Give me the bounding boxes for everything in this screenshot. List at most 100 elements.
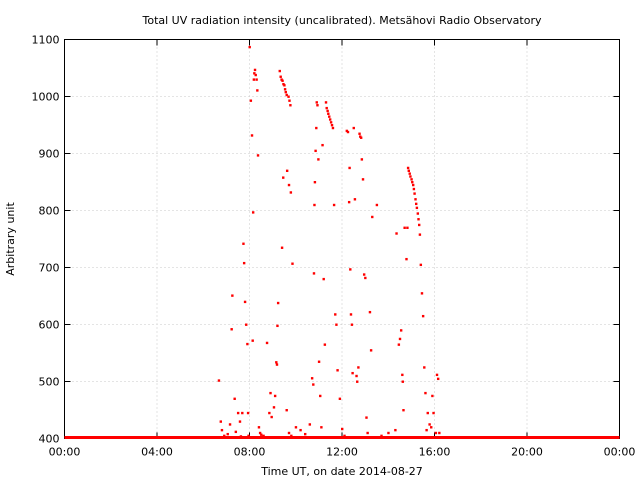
data-point (352, 126, 355, 130)
x-tick-label: 16:00 (419, 446, 451, 459)
data-point (371, 215, 374, 219)
data-point (369, 349, 373, 352)
chart-title: Total UV radiation intensity (uncalibrat… (142, 14, 542, 27)
data-point (387, 431, 390, 435)
data-point (336, 369, 339, 372)
data-point (351, 371, 354, 375)
y-tick-label: 800 (39, 205, 60, 218)
data-point (438, 431, 441, 435)
data-point (276, 324, 279, 328)
data-points (64, 45, 620, 439)
data-point (285, 409, 288, 412)
data-point (291, 262, 294, 265)
data-point (418, 223, 421, 227)
data-point (275, 363, 279, 366)
data-point (343, 434, 346, 438)
data-point (416, 212, 420, 215)
data-point (397, 343, 401, 346)
data-point (355, 374, 358, 378)
grid (64, 39, 620, 439)
data-point (230, 328, 233, 331)
data-point (254, 73, 257, 77)
y-axis-label: Arbitrary unit (4, 202, 17, 276)
data-point (251, 211, 255, 214)
data-point (251, 339, 254, 342)
data-point (246, 342, 249, 346)
data-point (279, 75, 282, 78)
data-point (364, 276, 367, 280)
data-point (280, 246, 284, 249)
data-point (275, 361, 278, 364)
data-point (323, 343, 327, 346)
data-point (401, 380, 404, 383)
data-point (246, 411, 250, 415)
data-point (335, 323, 338, 326)
data-point (256, 154, 260, 157)
data-point (436, 377, 440, 381)
data-point (324, 101, 328, 104)
data-point (402, 409, 405, 412)
data-point (241, 411, 244, 415)
data-point (326, 109, 329, 113)
data-point (359, 136, 363, 139)
data-point (321, 143, 324, 147)
data-point (289, 191, 293, 194)
data-point (294, 426, 298, 429)
data-point (314, 149, 317, 153)
data-point (269, 391, 272, 395)
data-point (406, 166, 410, 170)
y-tick-label: 1000 (32, 91, 60, 104)
data-point (313, 203, 316, 207)
data-point (347, 200, 351, 204)
data-point (285, 169, 289, 172)
y-tick-label: 1100 (32, 34, 60, 47)
data-point (238, 420, 242, 423)
data-point (408, 172, 411, 175)
data-point (418, 233, 422, 236)
x-tick-label: 08:00 (234, 446, 266, 459)
data-point (233, 397, 236, 400)
data-point (258, 431, 262, 435)
x-axis-label: Time UT, on date 2014-08-27 (260, 465, 423, 478)
data-point (394, 428, 397, 432)
data-point (253, 68, 257, 72)
data-point (308, 423, 312, 426)
data-point (330, 124, 334, 127)
data-point (242, 261, 246, 265)
data-point (317, 360, 321, 363)
data-point (366, 431, 369, 435)
data-point (268, 411, 271, 415)
data-point (417, 218, 420, 221)
data-point (234, 430, 238, 434)
data-point (250, 134, 254, 137)
data-point (239, 435, 243, 438)
data-point (252, 78, 256, 81)
data-point (289, 104, 292, 107)
data-point (247, 434, 250, 438)
data-point (285, 93, 288, 97)
data-point (317, 158, 320, 161)
data-point (219, 420, 222, 423)
data-point (245, 323, 248, 326)
data-point (434, 431, 438, 435)
data-point (299, 428, 302, 432)
data-point (425, 428, 428, 432)
data-point (265, 341, 269, 345)
data-point (315, 126, 318, 130)
data-point (360, 158, 364, 161)
data-point (243, 300, 247, 304)
data-point (313, 181, 317, 184)
data-point (401, 373, 404, 377)
data-point (287, 95, 290, 98)
x-tick-label: 00:00 (604, 446, 636, 459)
data-point (346, 130, 350, 134)
data-point (332, 203, 336, 207)
data-point (220, 428, 224, 432)
data-point (358, 132, 361, 135)
data-point (249, 99, 253, 102)
data-point (255, 78, 258, 81)
data-point (304, 432, 307, 436)
data-point (431, 394, 434, 398)
y-tick-label: 900 (39, 148, 60, 161)
